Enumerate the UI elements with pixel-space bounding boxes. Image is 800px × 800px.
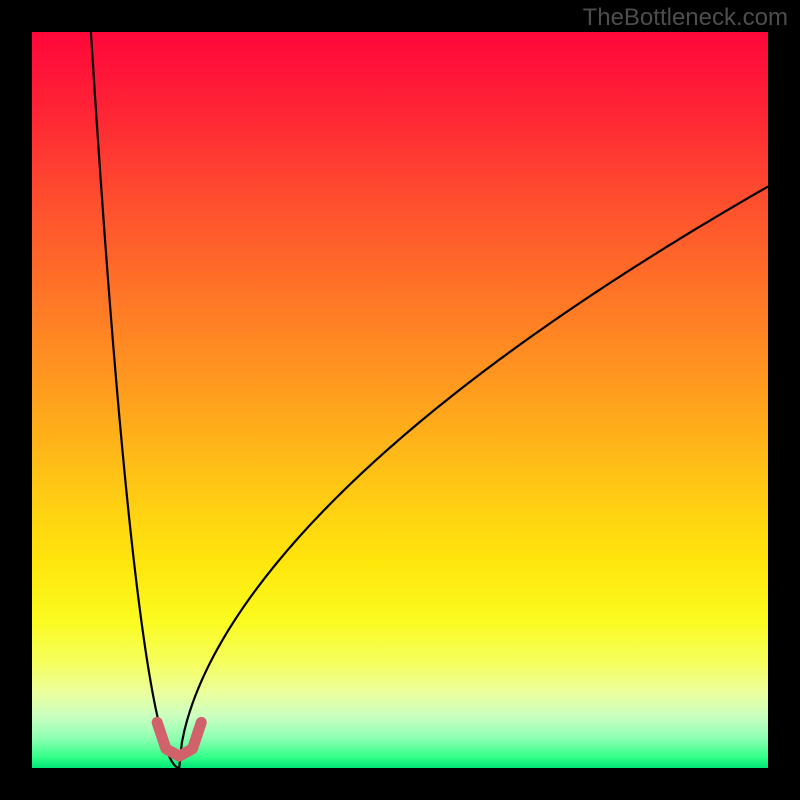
bottleneck-curve [91,32,768,768]
plot-svg [32,32,768,768]
optimal-range-highlight [157,722,201,756]
plot-area [32,32,768,768]
watermark-text: TheBottleneck.com [583,4,788,32]
